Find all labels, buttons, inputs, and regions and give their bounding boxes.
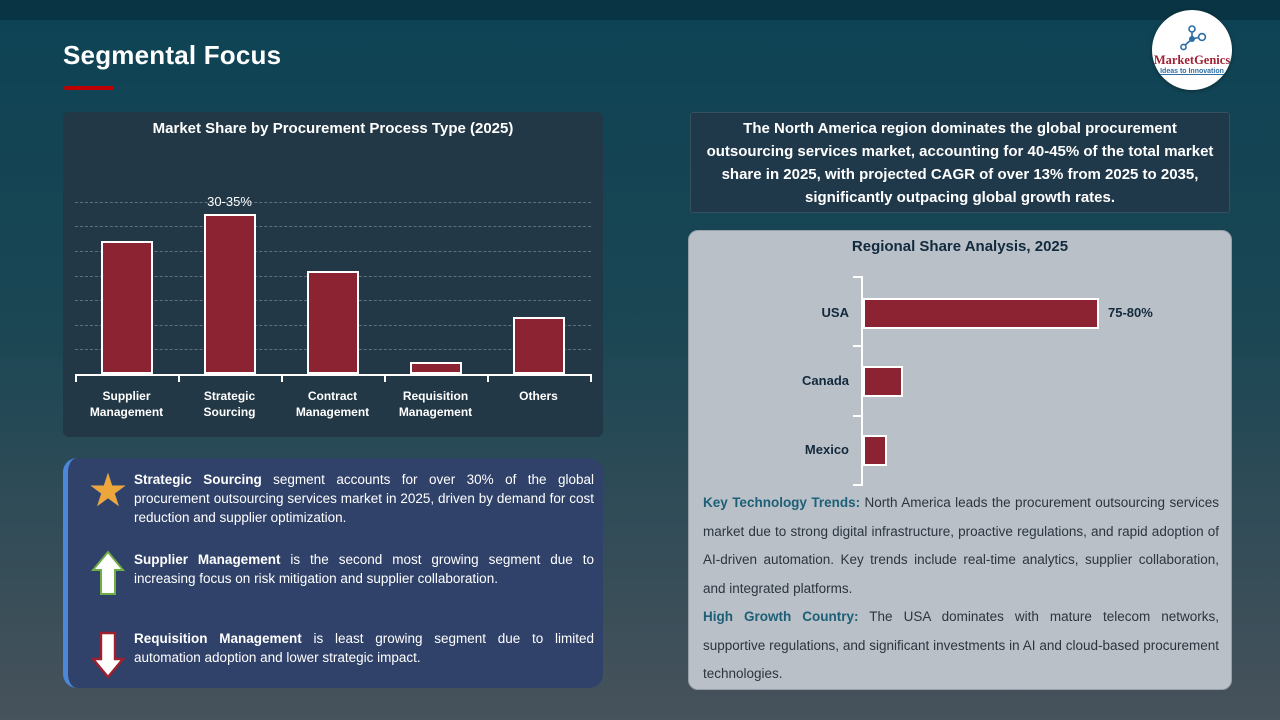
molecule-network-icon — [1180, 25, 1207, 51]
segment-insights-panel: ★ Strategic Sourcing segment accounts for… — [63, 458, 603, 688]
regional-chart-title: Regional Share Analysis, 2025 — [851, 238, 1069, 255]
bar-strategic-sourcing — [203, 214, 256, 374]
insight-item-supplier-management: Supplier Management is the second most g… — [82, 550, 594, 598]
gridline — [75, 201, 591, 203]
market-share-chart-panel: Market Share by Procurement Process Type… — [63, 112, 603, 437]
bar-usa — [863, 298, 1099, 329]
page-title: Segmental Focus — [63, 40, 282, 70]
logo-name: MarketGenics — [1153, 53, 1231, 67]
title-underline — [64, 86, 114, 90]
y-axis-line — [861, 276, 863, 486]
insight-lead: Supplier Management — [134, 552, 281, 567]
trend-paragraph-high-growth-country: High Growth Country: The USA dominates w… — [703, 609, 1219, 681]
insight-text: Supplier Management is the second most g… — [134, 552, 594, 586]
x-axis-tick — [75, 374, 77, 382]
bar-mexico — [863, 435, 888, 466]
insight-lead: Requisition Management — [134, 631, 302, 646]
insight-item-requisition-management: Requisition Management is least growing … — [82, 629, 594, 679]
x-axis-tick — [178, 374, 180, 382]
insight-icon-holder — [82, 629, 134, 679]
insight-text: Requisition Management is least growing … — [134, 631, 594, 665]
insight-lead: Strategic Sourcing — [134, 472, 262, 487]
gridline — [75, 251, 591, 252]
y-axis-tick — [853, 484, 861, 486]
insight-item-strategic-sourcing: ★ Strategic Sourcing segment accounts for… — [82, 464, 594, 527]
gridline — [75, 226, 591, 228]
x-axis-line — [75, 374, 591, 376]
y-axis-tick — [853, 414, 861, 417]
insight-icon-holder — [82, 550, 134, 598]
bar-contract-management — [306, 270, 359, 374]
x-axis-tick — [590, 374, 592, 382]
logo-tagline: Ideas to Innovation — [1160, 68, 1224, 75]
trend-heading: High Growth Country: — [703, 609, 859, 624]
top-banner-strip — [0, 0, 1280, 20]
x-axis-tick — [487, 374, 489, 382]
x-axis-category-label: Others — [519, 389, 558, 403]
y-axis-tick — [853, 276, 861, 278]
bar-requisition-management — [409, 361, 462, 374]
x-axis-tick — [384, 374, 386, 382]
bar-value-label: 75-80% — [1108, 305, 1153, 320]
bar-value-label: 30-35% — [207, 194, 252, 210]
x-axis-category-label: Strategic Sourcing — [203, 389, 256, 419]
star-icon: ★ — [87, 464, 129, 516]
x-axis-tick — [281, 374, 283, 382]
regional-trends-text: Key Technology Trends: North America lea… — [703, 489, 1219, 689]
bar-others — [512, 317, 565, 374]
chart-title: Market Share by Procurement Process Type… — [152, 120, 514, 137]
arrow-down-icon — [91, 631, 125, 679]
y-axis-category-label: Mexico — [804, 442, 849, 457]
summary-text: The North America region dominates the g… — [706, 119, 1214, 206]
insight-text: Strategic Sourcing segment accounts for … — [134, 472, 594, 525]
marketgenics-logo: MarketGenics Ideas to Innovation — [1152, 10, 1232, 90]
bar-canada — [863, 366, 903, 397]
regional-share-panel: Regional Share Analysis, 2025 USA 75-80% C… — [688, 230, 1232, 690]
trend-paragraph-key-technology-trends: Key Technology Trends: North America lea… — [703, 495, 1219, 596]
trend-heading: Key Technology Trends: — [703, 495, 861, 510]
y-axis-category-label: Canada — [802, 373, 849, 388]
x-axis-category-label: Requisition Management — [398, 389, 473, 419]
arrow-up-icon — [91, 550, 125, 595]
insight-icon-holder: ★ — [82, 464, 134, 527]
y-axis-category-label: USA — [821, 305, 849, 320]
x-axis-category-label: Contract Management — [295, 389, 370, 419]
bar-supplier-management — [100, 241, 153, 374]
x-axis-category-label: Supplier Management — [89, 389, 164, 419]
y-axis-tick — [853, 345, 861, 348]
north-america-summary-panel: The North America region dominates the g… — [690, 112, 1230, 213]
